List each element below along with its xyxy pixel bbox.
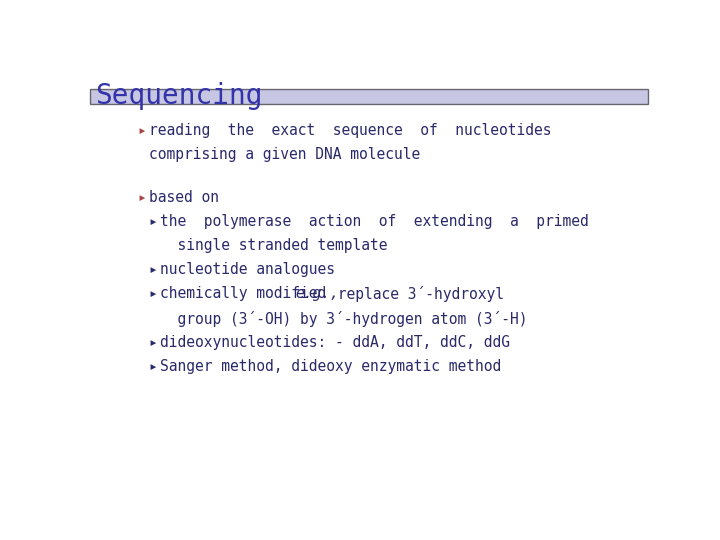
Text: ▸: ▸ <box>148 359 158 374</box>
Text: replace 3´-hydroxyl: replace 3´-hydroxyl <box>329 286 504 302</box>
Text: Sequencing: Sequencing <box>96 82 263 110</box>
Text: chemically modified: chemically modified <box>160 286 335 301</box>
Text: reading  the  exact  sequence  of  nucleotides: reading the exact sequence of nucleotide… <box>148 123 551 138</box>
Text: e.g.,: e.g., <box>295 286 339 301</box>
Text: the  polymerase  action  of  extending  a  primed: the polymerase action of extending a pri… <box>160 214 588 229</box>
Text: comprising a given DNA molecule: comprising a given DNA molecule <box>148 147 420 162</box>
Text: ▸: ▸ <box>138 123 146 138</box>
Text: single stranded template: single stranded template <box>160 238 387 253</box>
Text: ▸: ▸ <box>148 214 158 229</box>
Text: nucleotide analogues: nucleotide analogues <box>160 262 335 278</box>
Text: Sanger method, dideoxy enzymatic method: Sanger method, dideoxy enzymatic method <box>160 359 501 374</box>
Text: based on: based on <box>148 190 219 205</box>
Text: ▸: ▸ <box>148 286 158 301</box>
Text: dideoxynucleotides: - ddA, ddT, ddC, ddG: dideoxynucleotides: - ddA, ddT, ddC, ddG <box>160 335 510 350</box>
Text: ▸: ▸ <box>148 335 158 350</box>
Text: ▸: ▸ <box>148 262 158 278</box>
FancyBboxPatch shape <box>90 89 648 104</box>
Text: ▸: ▸ <box>138 190 146 205</box>
Text: group (3´-OH) by 3´-hydrogen atom (3´-H): group (3´-OH) by 3´-hydrogen atom (3´-H) <box>160 310 527 327</box>
